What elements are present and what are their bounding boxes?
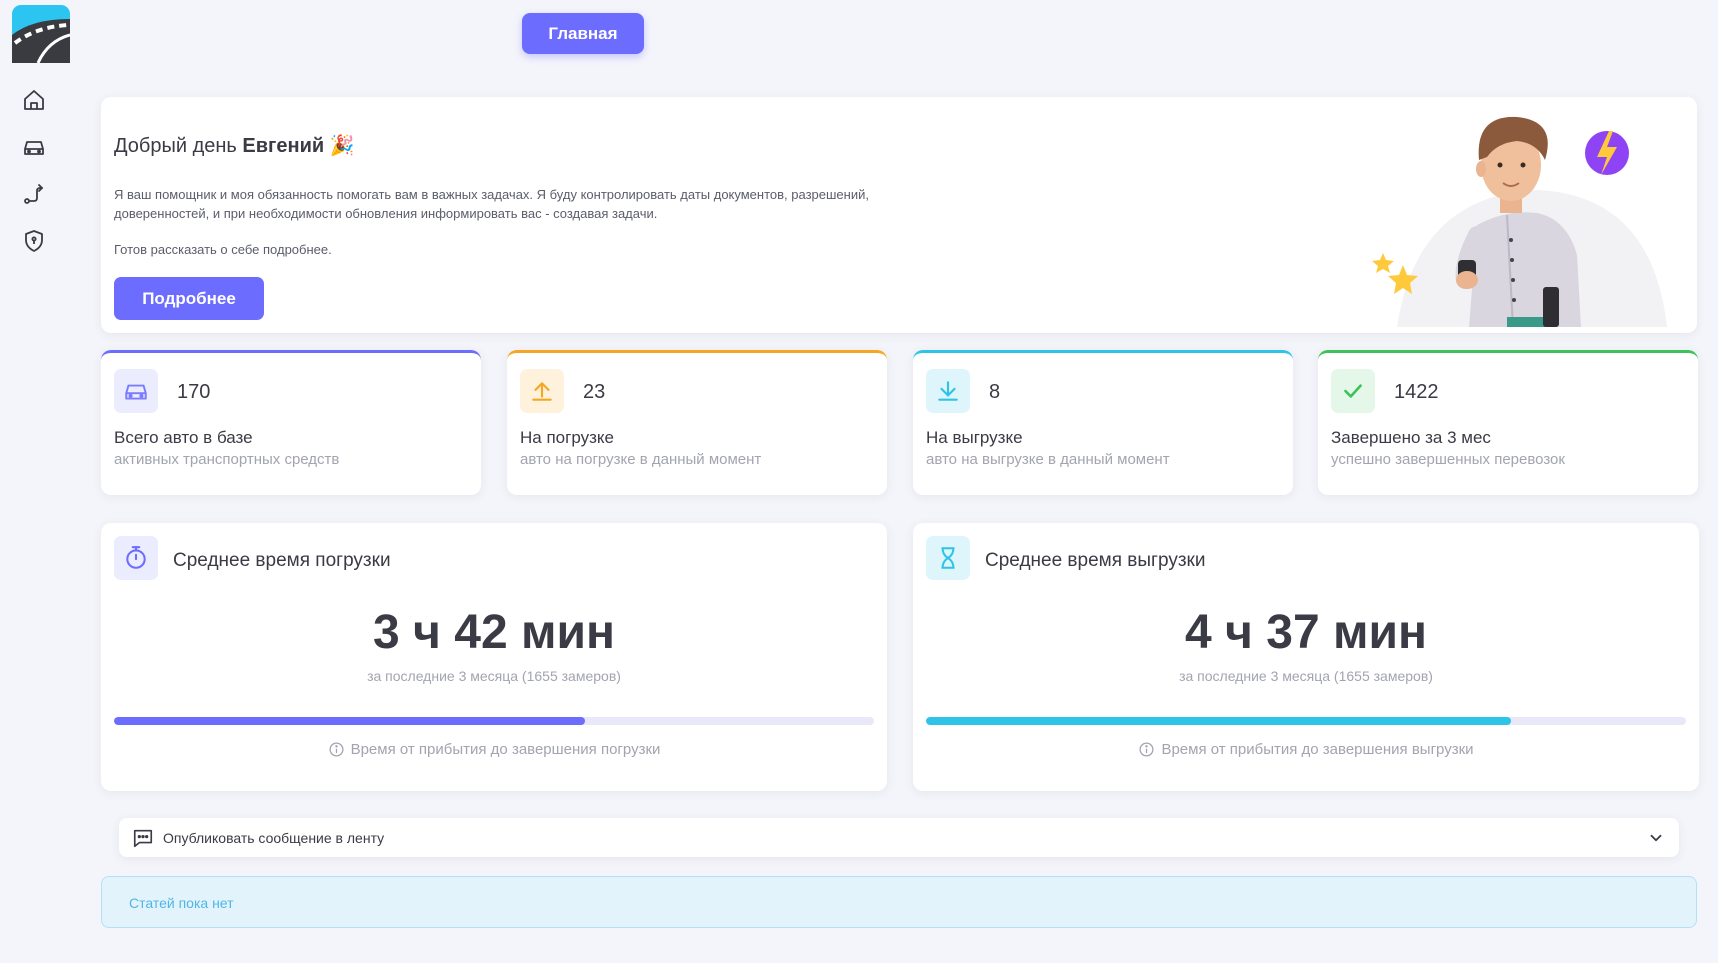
- check-icon: [1344, 384, 1362, 398]
- party-icon: 🎉: [329, 135, 355, 157]
- user-name: Евгений: [242, 135, 325, 157]
- upload-icon: [532, 382, 552, 401]
- greeting-text: Добрый день: [114, 135, 237, 157]
- stat-icon-box: [1331, 369, 1375, 413]
- stat-card-completed: 1422 Завершено за 3 мес успешно завершен…: [1318, 350, 1698, 495]
- info-icon: [1139, 742, 1154, 757]
- nav-home[interactable]: [20, 86, 48, 114]
- avg-hint-text: Время от прибытия до завершения погрузки: [350, 741, 661, 758]
- avg-hint: Время от прибытия до завершения выгрузки: [913, 741, 1699, 758]
- avg-title: Среднее время выгрузки: [985, 550, 1206, 571]
- assistant-illustration: [1357, 105, 1677, 328]
- avg-progress-bar: [926, 717, 1686, 725]
- stat-value: 170: [177, 381, 211, 403]
- info-icon: [329, 742, 344, 757]
- publish-label: Опубликовать сообщение в ленту: [163, 830, 385, 846]
- nav-security[interactable]: [20, 227, 48, 255]
- avg-icon-box: [926, 536, 970, 580]
- avg-hint-text: Время от прибытия до завершения выгрузки: [1161, 741, 1474, 758]
- nav-routes[interactable]: [20, 180, 48, 208]
- stat-card-unloading: 8 На выгрузке авто на выгрузке в данный …: [913, 350, 1293, 495]
- stat-title: Всего авто в базе: [114, 428, 253, 447]
- stat-value: 8: [989, 381, 1001, 403]
- welcome-description: Я ваш помощник и моя обязанность помогат…: [114, 187, 869, 221]
- more-button[interactable]: Подробнее: [114, 277, 264, 320]
- stat-title: На погрузке: [520, 428, 614, 447]
- hourglass-icon: [941, 547, 955, 569]
- stopwatch-icon: [126, 546, 146, 569]
- message-icon: [133, 829, 153, 848]
- shield-lock-icon: [25, 230, 43, 252]
- stat-card-total: 170 Всего авто в базе активных транспорт…: [101, 350, 481, 495]
- chevron-down-icon[interactable]: [1647, 829, 1665, 847]
- stat-icon-box: [114, 369, 158, 413]
- avg-progress-fill: [114, 717, 586, 725]
- stat-icon-box: [520, 369, 564, 413]
- stat-value: 1422: [1394, 381, 1439, 403]
- stat-icon-box: [926, 369, 970, 413]
- home-button[interactable]: Главная: [522, 13, 644, 54]
- welcome-title: Добрый день Евгений 🎉: [114, 133, 355, 158]
- route-icon: [24, 184, 44, 204]
- avg-note: за последние 3 месяца (1655 замеров): [367, 668, 621, 684]
- avg-progress-bar: [114, 717, 874, 725]
- avg-progress-fill: [926, 717, 1512, 725]
- stat-value: 23: [583, 381, 606, 403]
- sidebar: [0, 0, 71, 963]
- nav-vehicles[interactable]: [20, 133, 48, 161]
- avg-loading-card: Среднее время погрузки 3 ч 42 мин за пос…: [101, 523, 887, 791]
- car-icon: [24, 141, 44, 155]
- avg-icon-box: [114, 536, 158, 580]
- stat-title: На выгрузке: [926, 428, 1023, 447]
- download-icon: [938, 381, 958, 401]
- avg-title: Среднее время погрузки: [173, 550, 391, 571]
- stat-title: Завершено за 3 мес: [1331, 428, 1491, 447]
- stat-subtitle: активных транспортных средств: [114, 451, 340, 468]
- feed-empty-alert: Статей пока нет: [101, 876, 1697, 928]
- stat-card-loading: 23 На погрузке авто на погрузке в данный…: [507, 350, 887, 495]
- app-logo[interactable]: [12, 5, 71, 64]
- car-icon: [125, 384, 147, 400]
- welcome-card: Добрый день Евгений 🎉 Я ваш помощник и м…: [101, 97, 1697, 333]
- avg-note: за последние 3 месяца (1655 замеров): [1179, 668, 1433, 684]
- stat-subtitle: успешно завершенных перевозок: [1331, 451, 1565, 468]
- welcome-subtext: Готов рассказать о себе подробнее.: [114, 242, 332, 257]
- avg-value: 4 ч 37 мин: [1185, 606, 1427, 659]
- avg-unloading-card: Среднее время выгрузки 4 ч 37 мин за пос…: [913, 523, 1699, 791]
- feed-empty-text: Статей пока нет: [129, 895, 234, 911]
- avg-value: 3 ч 42 мин: [373, 606, 615, 659]
- stat-subtitle: авто на выгрузке в данный момент: [926, 451, 1170, 468]
- avg-hint: Время от прибытия до завершения погрузки: [101, 741, 887, 758]
- publish-message-panel[interactable]: Опубликовать сообщение в ленту: [119, 818, 1679, 857]
- home-icon: [24, 90, 44, 110]
- stat-subtitle: авто на погрузке в данный момент: [520, 451, 762, 468]
